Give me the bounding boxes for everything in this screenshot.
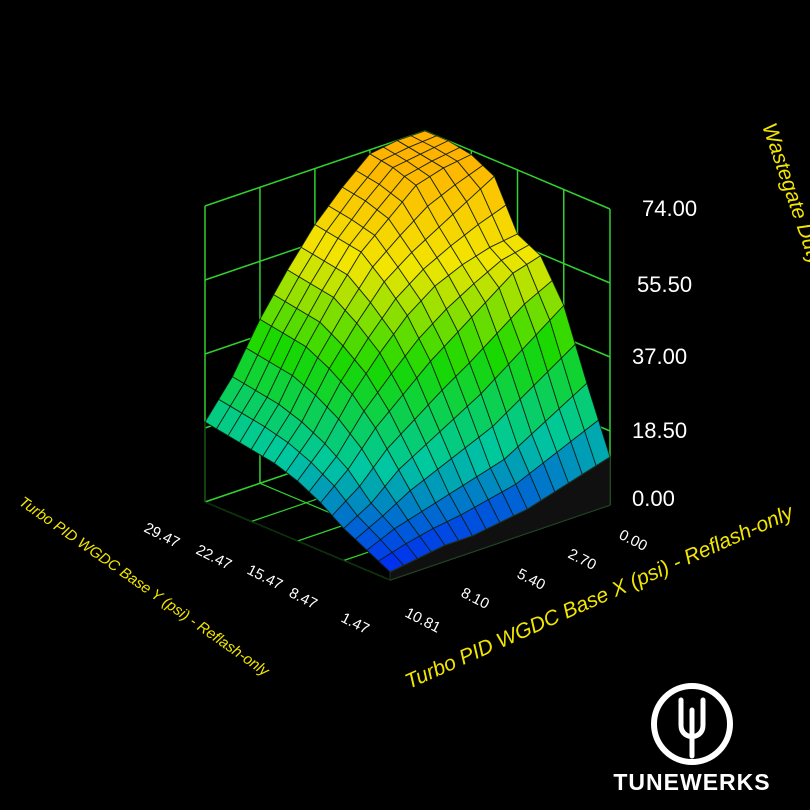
z-axis-ticks: 74.00 55.50 37.00 18.50 0.00 [632, 196, 697, 511]
y-tick-label: 8.47 [286, 584, 320, 612]
tuning-fork-icon [651, 683, 733, 765]
z-tick-label: 18.50 [632, 418, 687, 443]
z-tick-label: 0.00 [632, 486, 675, 511]
y-axis-title: Turbo PID WGDC Base Y (psi) - Reflash-on… [16, 493, 273, 680]
tunewerks-logo: TUNEWERKS [613, 683, 770, 795]
y-axis-ticks: 29.47 22.47 15.47 8.47 1.47 [141, 519, 372, 637]
z-axis-title: Wastegate Duty Cycle (%) - Reflash-only [757, 120, 810, 489]
y-tick-label: 29.47 [141, 519, 182, 551]
y-tick-label: 22.47 [193, 541, 234, 573]
z-tick-label: 55.50 [637, 272, 692, 297]
x-tick-label: 5.40 [514, 565, 548, 593]
y-tick-label: 15.47 [244, 561, 285, 593]
x-tick-label: 0.00 [616, 526, 650, 554]
x-tick-label: 8.10 [458, 584, 492, 612]
x-tick-label: 10.81 [402, 604, 443, 636]
logo-wordmark: TUNEWERKS [613, 769, 770, 795]
z-tick-label: 37.00 [632, 344, 687, 369]
surface-plot [204, 130, 611, 581]
x-tick-label: 2.70 [565, 545, 599, 573]
y-tick-label: 1.47 [338, 609, 372, 637]
surface-front-face [389, 456, 611, 581]
z-tick-label: 74.00 [642, 196, 697, 221]
